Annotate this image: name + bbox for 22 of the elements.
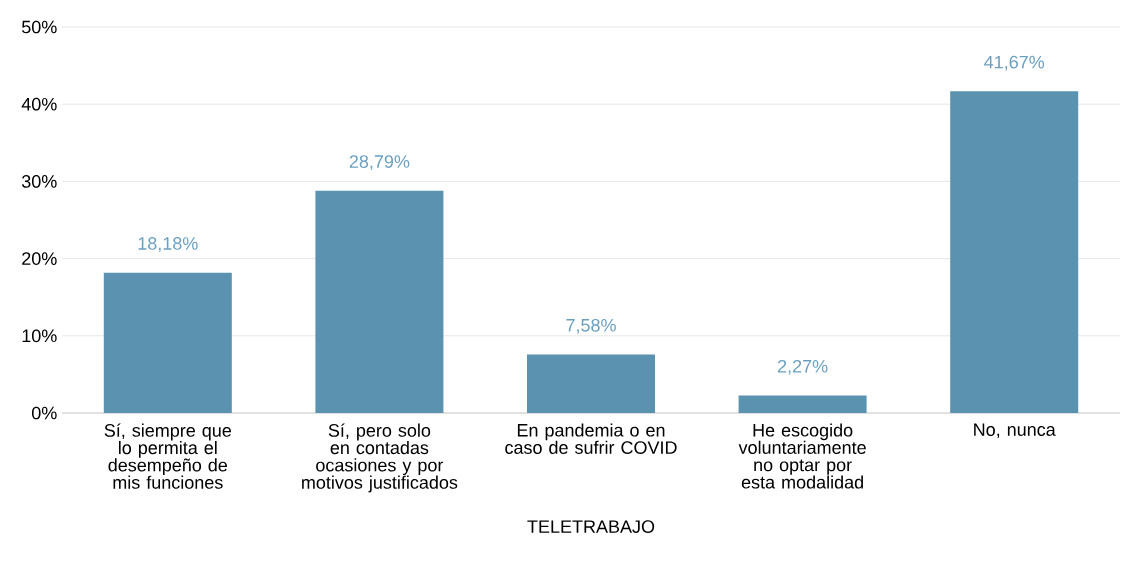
bar <box>738 395 867 413</box>
data-label: 2,27% <box>777 359 828 375</box>
x-tick-label: No, nunca <box>974 423 1056 439</box>
x-tick-label: En pandemia o en caso de sufrir COVID <box>505 423 677 454</box>
bar <box>527 354 655 413</box>
data-label: 28,79% <box>349 155 410 171</box>
x-tick-label: Sí, siempre que lo permita el desempeño de mis funciones <box>104 423 232 489</box>
bar <box>950 91 1079 413</box>
data-label: 41,67% <box>984 55 1045 71</box>
x-tick-label: Sí, pero solo en contadas ocasiones y por motivos justificados <box>302 423 458 493</box>
y-tick-label: 0% <box>31 406 57 420</box>
y-tick-label: 30% <box>21 175 57 188</box>
x-axis-title: TELETRABAJO <box>527 520 655 533</box>
x-tick-label: He escogido voluntariamente no optar por esta modalidad <box>738 423 866 489</box>
y-tick-label: 50% <box>21 20 57 34</box>
y-tick-label: 40% <box>21 97 57 111</box>
bar <box>103 272 232 413</box>
bar <box>315 190 444 413</box>
data-label: 7,58% <box>566 318 616 334</box>
y-tick-label: 20% <box>22 252 57 265</box>
data-label: 18,18% <box>138 237 198 252</box>
y-tick-label: 10% <box>22 329 57 343</box>
